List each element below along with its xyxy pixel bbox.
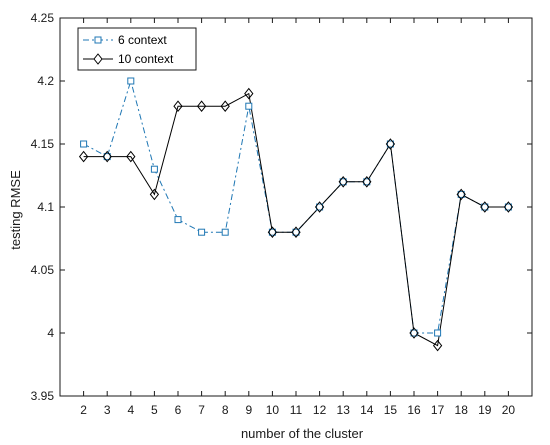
data-point-10-context bbox=[291, 226, 301, 239]
legend-label-6-context: 6 context bbox=[118, 33, 167, 47]
data-point-6-context bbox=[316, 203, 324, 211]
data-point-6-context bbox=[174, 216, 182, 224]
data-point-6-context bbox=[80, 140, 88, 148]
data-point-6-context bbox=[221, 228, 229, 236]
x-tick-label: 9 bbox=[245, 403, 252, 417]
y-tick-label: 4 bbox=[47, 326, 54, 340]
data-point-10-context bbox=[456, 188, 466, 201]
data-point-10-context bbox=[480, 201, 490, 213]
data-point-10-context bbox=[503, 201, 514, 213]
y-tick-label: 4.15 bbox=[31, 137, 55, 151]
legend: 6 context 10 context bbox=[77, 27, 197, 71]
data-point-10-context bbox=[385, 138, 396, 150]
data-point-10-context bbox=[173, 100, 183, 113]
data-point-6-context bbox=[268, 228, 276, 236]
legend-marker-6-context bbox=[94, 36, 102, 44]
x-tick-label: 16 bbox=[407, 403, 421, 417]
x-axis-label: number of the cluster bbox=[241, 426, 364, 441]
x-tick-label: 17 bbox=[431, 403, 445, 417]
data-point-6-context bbox=[481, 203, 489, 211]
data-point-10-context bbox=[126, 150, 136, 163]
x-tick-label: 6 bbox=[175, 403, 182, 417]
plot-area: 2 3 4 5 6 7 8 9 10 11 12 13 14 15 16 17 18 19 20 3.95 4 4.05 4… bbox=[31, 11, 533, 417]
y-axis-label: testing RMSE bbox=[8, 170, 23, 250]
data-point-6-context bbox=[363, 178, 371, 186]
x-tick-label: 14 bbox=[360, 403, 374, 417]
data-point-10-context bbox=[409, 327, 419, 339]
data-point-6-context bbox=[150, 165, 158, 173]
y-tick-label: 4.05 bbox=[31, 263, 55, 277]
x-tick-label: 11 bbox=[290, 403, 303, 417]
legend-label-10-context: 10 context bbox=[118, 52, 174, 66]
data-point-6-context bbox=[434, 329, 442, 337]
data-point-6-context bbox=[457, 190, 465, 198]
data-point-10-context bbox=[432, 339, 443, 352]
plot-frame bbox=[59, 17, 533, 397]
x-tick-label: 8 bbox=[222, 403, 229, 417]
data-point-10-context bbox=[362, 175, 372, 188]
y-tick-label: 4.2 bbox=[37, 74, 54, 88]
data-point-10-context bbox=[102, 150, 112, 163]
data-point-6-context bbox=[198, 228, 206, 236]
data-point-6-context bbox=[245, 102, 253, 110]
x-tick-label: 4 bbox=[127, 403, 134, 417]
y-tick-label: 3.95 bbox=[31, 389, 55, 403]
data-point-10-context bbox=[267, 226, 278, 239]
x-tick-label: 12 bbox=[313, 403, 327, 417]
x-tick-label: 20 bbox=[502, 403, 516, 417]
data-point-10-context bbox=[149, 188, 160, 201]
x-tick-label: 5 bbox=[151, 403, 158, 417]
data-point-6-context bbox=[339, 178, 347, 186]
data-point-6-context bbox=[292, 228, 300, 236]
x-tick-label: 15 bbox=[384, 403, 398, 417]
x-tick-label: 7 bbox=[198, 403, 205, 417]
x-tick-label: 19 bbox=[478, 403, 492, 417]
data-point-10-context bbox=[196, 100, 207, 113]
x-tick-label: 13 bbox=[337, 403, 351, 417]
legend-marker-10-context bbox=[93, 53, 103, 65]
data-point-10-context bbox=[338, 175, 348, 188]
y-tick-label: 4.25 bbox=[31, 11, 55, 25]
data-point-6-context bbox=[127, 77, 135, 85]
data-point-10-context bbox=[78, 150, 89, 163]
x-tick-label: 3 bbox=[104, 403, 111, 417]
data-point-6-context bbox=[103, 153, 111, 161]
data-point-10-context bbox=[220, 100, 230, 113]
x-tick-label: 18 bbox=[455, 403, 469, 417]
data-point-6-context bbox=[410, 329, 418, 337]
x-tick-label: 2 bbox=[80, 403, 87, 417]
y-tick-label: 4.1 bbox=[37, 200, 54, 214]
data-point-10-context bbox=[244, 87, 254, 100]
data-point-6-context bbox=[504, 203, 512, 211]
x-tick-label: 10 bbox=[266, 403, 280, 417]
data-point-10-context bbox=[314, 201, 325, 213]
data-point-6-context bbox=[386, 140, 394, 148]
